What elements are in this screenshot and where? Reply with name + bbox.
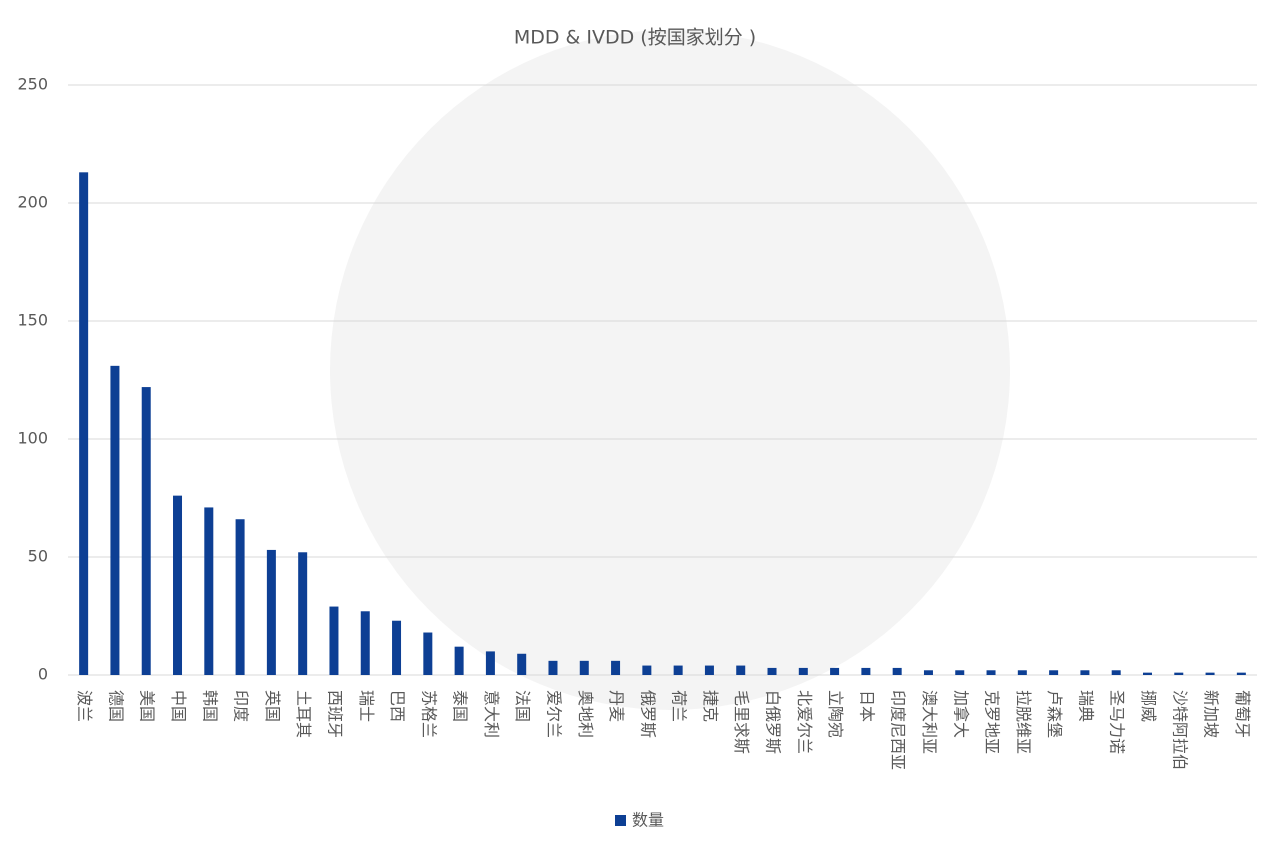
x-tick-label: 荷兰 xyxy=(670,690,689,722)
bar xyxy=(79,172,89,675)
x-tick-label: 韩国 xyxy=(200,690,219,722)
x-tick-label: 印度 xyxy=(232,690,251,722)
bar xyxy=(1049,670,1059,675)
bar xyxy=(892,667,902,675)
y-tick-label: 50 xyxy=(28,547,48,566)
y-tick-label: 200 xyxy=(17,193,48,212)
x-tick-label: 丹麦 xyxy=(607,690,626,722)
bar xyxy=(329,606,339,675)
x-tick-label: 圣马力诺 xyxy=(1108,690,1127,754)
y-tick-label: 100 xyxy=(17,429,48,448)
x-tick-label: 印度尼西亚 xyxy=(889,690,908,770)
bar xyxy=(1236,672,1246,675)
bar xyxy=(611,660,621,675)
bar xyxy=(673,665,683,675)
x-tick-label: 沙特阿拉伯 xyxy=(1170,690,1189,770)
x-tick-label: 拉脱维亚 xyxy=(1014,690,1033,754)
legend-label: 数量 xyxy=(632,811,664,830)
x-tick-label: 卢森堡 xyxy=(1045,690,1064,738)
bar xyxy=(1080,670,1090,675)
x-tick-label: 加拿大 xyxy=(951,690,970,738)
x-tick-label: 美国 xyxy=(138,690,157,722)
bar xyxy=(360,611,370,675)
watermark xyxy=(330,30,1010,710)
x-tick-label: 巴西 xyxy=(388,690,407,722)
bar xyxy=(1111,670,1121,675)
bar xyxy=(392,620,402,675)
bar xyxy=(204,507,214,675)
bar xyxy=(830,667,840,675)
bar xyxy=(110,365,120,675)
bar xyxy=(298,552,308,675)
x-tick-label: 中国 xyxy=(169,690,188,722)
x-tick-label: 克罗地亚 xyxy=(983,690,1002,754)
x-tick-label: 毛里求斯 xyxy=(732,690,751,754)
y-tick-label: 150 xyxy=(17,311,48,330)
x-tick-label: 德国 xyxy=(106,690,125,722)
bar xyxy=(1017,670,1027,675)
x-tick-label: 澳大利亚 xyxy=(920,690,939,754)
y-tick-label: 250 xyxy=(17,75,48,94)
x-tick-label: 法国 xyxy=(513,690,532,722)
bar xyxy=(923,670,933,675)
x-tick-label: 爱尔兰 xyxy=(544,690,563,738)
bar xyxy=(517,653,527,675)
x-tick-label: 瑞典 xyxy=(1076,690,1095,722)
bar xyxy=(955,670,965,675)
x-tick-label: 土耳其 xyxy=(294,690,313,738)
x-tick-label: 日本 xyxy=(857,690,876,722)
bar xyxy=(266,549,276,675)
x-tick-label: 瑞士 xyxy=(357,690,376,722)
x-tick-label: 西班牙 xyxy=(325,690,344,738)
bar xyxy=(1205,672,1215,675)
x-tick-label: 苏格兰 xyxy=(419,690,438,738)
bar xyxy=(548,660,558,675)
bar xyxy=(642,665,652,675)
x-tick-label: 立陶宛 xyxy=(826,690,845,738)
bar xyxy=(986,670,996,675)
y-tick-label: 0 xyxy=(38,665,48,684)
bar xyxy=(798,667,808,675)
x-tick-label: 波兰 xyxy=(75,690,94,722)
x-tick-label: 北爱尔兰 xyxy=(795,690,814,754)
x-tick-label: 奥地利 xyxy=(576,690,595,738)
bar xyxy=(736,665,746,675)
bar xyxy=(767,667,777,675)
x-tick-label: 捷克 xyxy=(701,690,720,722)
bar xyxy=(861,667,871,675)
x-tick-label: 白俄罗斯 xyxy=(764,690,783,754)
x-tick-label: 挪威 xyxy=(1139,690,1158,722)
bar xyxy=(454,646,464,675)
bar xyxy=(423,632,433,675)
bar xyxy=(485,651,495,675)
x-tick-label: 泰国 xyxy=(451,690,470,722)
bar xyxy=(1174,672,1184,675)
bar xyxy=(141,387,151,675)
x-tick-label: 意大利 xyxy=(482,690,501,738)
bar xyxy=(235,519,245,675)
x-tick-label: 新加坡 xyxy=(1202,690,1221,738)
x-tick-label: 英国 xyxy=(263,690,282,722)
x-tick-label: 俄罗斯 xyxy=(638,690,657,738)
legend-swatch xyxy=(615,815,626,826)
x-tick-label: 葡萄牙 xyxy=(1233,690,1252,738)
chart-title: MDD & IVDD (按国家划分 ) xyxy=(514,27,756,49)
bar xyxy=(579,660,589,675)
bar xyxy=(173,495,183,675)
bar xyxy=(1142,672,1152,675)
bar xyxy=(704,665,714,675)
